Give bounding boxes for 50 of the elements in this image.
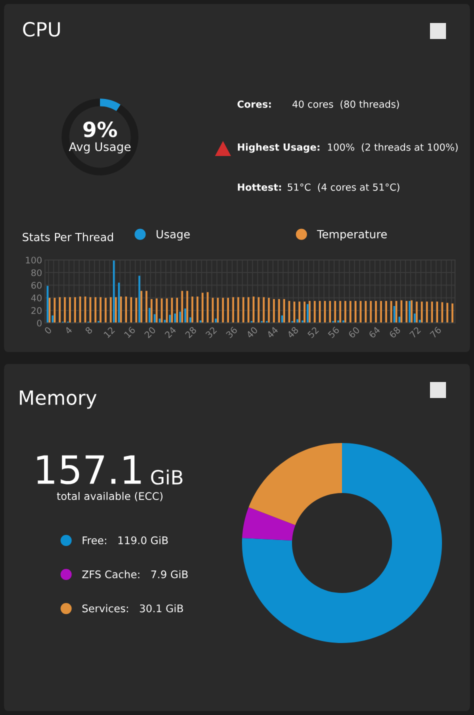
legend-label: ZFS Cache: 7.9 GiB bbox=[82, 570, 188, 578]
text: 100% (2 threads at 100%) bbox=[328, 143, 458, 152]
donut-slice bbox=[242, 507, 296, 540]
x-tick-label: 60 bbox=[348, 326, 360, 338]
y-tick-label: 60 bbox=[31, 282, 42, 289]
text: 51°C (4 cores at 51°C) bbox=[288, 183, 400, 192]
legend-label: Usage bbox=[156, 230, 190, 241]
x-tick-label: 48 bbox=[286, 326, 299, 339]
donut-slice bbox=[62, 98, 138, 176]
text: total available (ECC) bbox=[56, 492, 162, 502]
x-tick-label: 52 bbox=[307, 326, 320, 338]
x-tick-label: 72 bbox=[409, 326, 421, 338]
x-tick-label: 20 bbox=[144, 326, 156, 338]
x-tick-label: 64 bbox=[368, 326, 380, 338]
x-tick-label: 28 bbox=[184, 326, 197, 338]
donut-slice bbox=[248, 443, 342, 526]
donut-slice bbox=[100, 98, 121, 112]
text: 40 cores (80 threads) bbox=[292, 100, 399, 109]
text: Avg Usage bbox=[68, 142, 131, 154]
x-tick-label: 16 bbox=[124, 326, 136, 338]
x-tick-label: 56 bbox=[328, 326, 340, 338]
x-tick-label: 68 bbox=[388, 326, 401, 338]
text: Hottest: bbox=[238, 184, 281, 191]
donut-slice bbox=[242, 443, 442, 643]
x-tick-label: 36 bbox=[226, 326, 238, 338]
legend-label: Temperature bbox=[316, 230, 387, 241]
y-tick-label: 40 bbox=[31, 294, 42, 302]
x-tick-label: 8 bbox=[84, 326, 93, 334]
legend-label: Free: 119.0 GiB bbox=[82, 536, 168, 544]
legend-label: Services: 30.1 GiB bbox=[82, 604, 183, 612]
x-tick-label: 12 bbox=[103, 326, 115, 338]
y-tick-label: 0 bbox=[37, 320, 42, 327]
text: 9% bbox=[83, 122, 118, 138]
text: Highest Usage: bbox=[238, 143, 320, 153]
text: 157.1 bbox=[37, 455, 141, 484]
chart-title: Memory bbox=[20, 390, 96, 409]
y-tick-label: 100 bbox=[26, 256, 42, 264]
x-tick-label: 32 bbox=[205, 326, 218, 338]
text: Cores: bbox=[237, 100, 271, 108]
y-tick-label: 80 bbox=[31, 269, 42, 276]
x-tick-label: 40 bbox=[246, 326, 258, 339]
text: GiB bbox=[151, 470, 182, 485]
x-tick-label: 4 bbox=[64, 326, 72, 334]
chart-title: CPU bbox=[23, 22, 60, 37]
x-tick-label: 0 bbox=[44, 326, 52, 334]
chart-title: Stats Per Thread bbox=[22, 232, 113, 242]
y-tick-label: 20 bbox=[31, 307, 42, 314]
x-tick-label: 24 bbox=[164, 326, 176, 338]
x-tick-label: 44 bbox=[266, 326, 278, 338]
x-tick-label: 76 bbox=[430, 326, 442, 338]
